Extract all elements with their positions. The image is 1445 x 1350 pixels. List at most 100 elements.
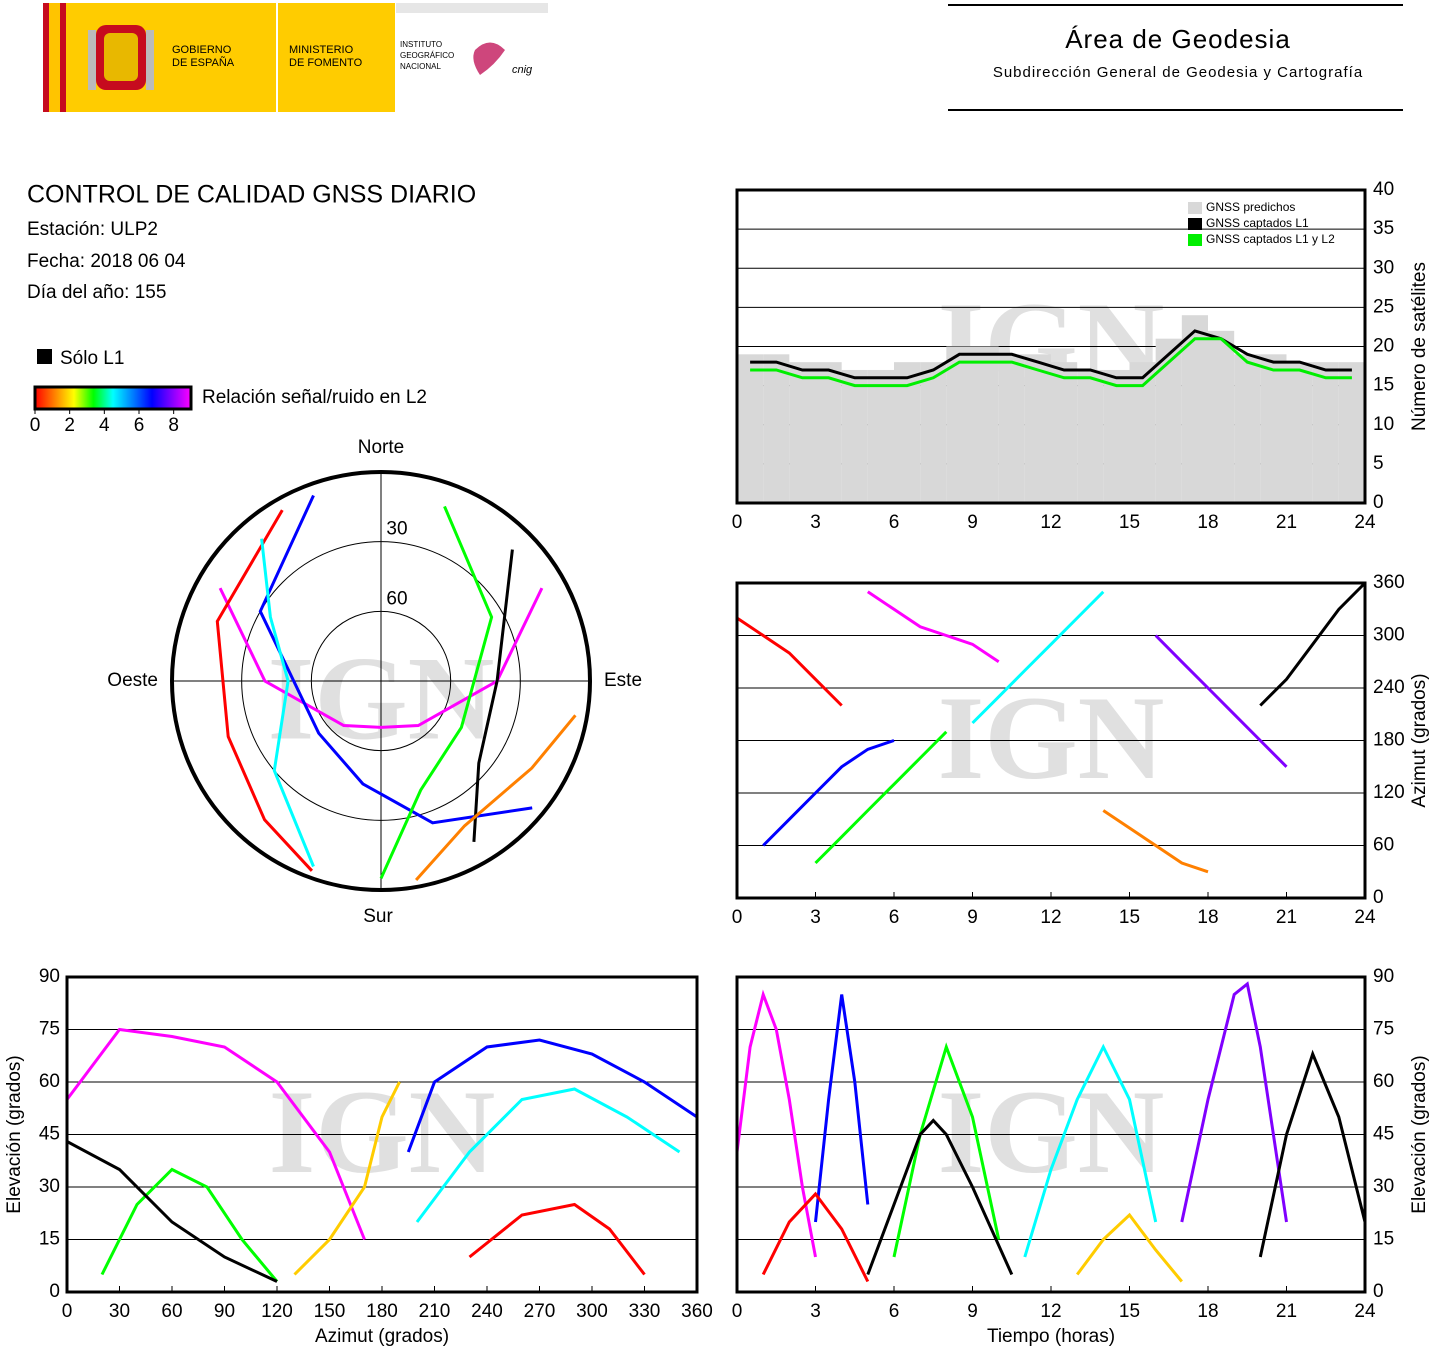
colorbar-tick-label: 2 bbox=[64, 415, 75, 436]
bar bbox=[1208, 330, 1235, 503]
solo-l1-label: Sólo L1 bbox=[60, 348, 124, 369]
x-tick-label: 6 bbox=[889, 1301, 900, 1322]
solo-l1-swatch bbox=[37, 349, 52, 364]
y-axis-label: Número de satélites bbox=[1409, 262, 1430, 431]
y-tick-label: 300 bbox=[1373, 625, 1405, 646]
track bbox=[750, 337, 1352, 388]
x-tick-label: 0 bbox=[732, 907, 743, 928]
bar bbox=[1129, 362, 1156, 503]
station: Estación: ULP2 bbox=[27, 219, 158, 240]
x-tick-label: 9 bbox=[967, 1301, 978, 1322]
cnig-text: cnig bbox=[512, 64, 533, 76]
bar bbox=[737, 354, 764, 503]
polar-frame bbox=[170, 470, 592, 892]
y-tick-label: 0 bbox=[1373, 887, 1384, 908]
x-tick-label: 3 bbox=[810, 1301, 821, 1322]
x-tick-label: 300 bbox=[576, 1301, 608, 1322]
track bbox=[472, 549, 514, 842]
x-tick-label: 240 bbox=[471, 1301, 503, 1322]
y-tick-label: 20 bbox=[1373, 336, 1394, 357]
x-tick-label: 90 bbox=[214, 1301, 235, 1322]
frame bbox=[65, 975, 699, 1294]
gobierno-text: GOBIERNO bbox=[172, 44, 232, 56]
bar bbox=[763, 354, 790, 503]
x-tick-label: 15 bbox=[1119, 907, 1140, 928]
x-axis-label: Azimut (grados) bbox=[315, 1326, 449, 1347]
track bbox=[414, 714, 577, 882]
track bbox=[66, 1140, 278, 1283]
bar bbox=[1234, 354, 1261, 503]
y-tick-label: 30 bbox=[1373, 257, 1394, 278]
bar bbox=[1024, 354, 1051, 503]
track bbox=[100, 1167, 279, 1283]
west-label: Oeste bbox=[107, 670, 158, 691]
x-tick-label: 21 bbox=[1276, 907, 1297, 928]
y-tick-label: 120 bbox=[1373, 782, 1405, 803]
bar bbox=[815, 362, 842, 503]
flag-stripe bbox=[49, 3, 60, 112]
y-tick-label: 240 bbox=[1373, 677, 1405, 698]
instituto-text: INSTITUTO bbox=[400, 40, 442, 49]
x-tick-label: 18 bbox=[1197, 1301, 1218, 1322]
ministerio-text: MINISTERIO bbox=[289, 44, 354, 56]
gobierno-text: DE ESPAÑA bbox=[172, 56, 235, 69]
ministerio-box bbox=[278, 3, 395, 112]
y-tick-label: 45 bbox=[39, 1124, 60, 1145]
track bbox=[761, 1191, 870, 1283]
track bbox=[814, 994, 870, 1223]
y-tick-label: 35 bbox=[1373, 218, 1394, 239]
y-tick-label: 30 bbox=[1373, 1176, 1394, 1197]
y-tick-label: 0 bbox=[49, 1281, 60, 1302]
frame bbox=[735, 581, 1367, 900]
area-title: Área de Geodesia bbox=[1065, 24, 1291, 54]
x-tick-label: 9 bbox=[967, 512, 978, 533]
x-axis-label: Tiempo (horas) bbox=[987, 1326, 1115, 1347]
y-axis-label: Elevación (grados) bbox=[1409, 1055, 1430, 1213]
x-tick-label: 210 bbox=[419, 1301, 451, 1322]
y-tick-label: 180 bbox=[1373, 730, 1405, 751]
y-tick-label: 75 bbox=[39, 1019, 60, 1040]
track bbox=[1102, 809, 1209, 874]
track bbox=[892, 1042, 1001, 1258]
x-tick-label: 6 bbox=[889, 907, 900, 928]
x-tick-label: 24 bbox=[1354, 512, 1376, 533]
track bbox=[1075, 1212, 1183, 1283]
track bbox=[762, 739, 895, 847]
x-tick-label: 30 bbox=[109, 1301, 130, 1322]
y-tick-label: 25 bbox=[1373, 296, 1394, 317]
y-tick-label: 5 bbox=[1373, 453, 1384, 474]
x-tick-label: 18 bbox=[1197, 907, 1218, 928]
track bbox=[379, 505, 494, 880]
colorbar-label: Relación señal/ruido en L2 bbox=[202, 387, 427, 408]
x-tick-label: 15 bbox=[1119, 512, 1140, 533]
y-tick-label: 10 bbox=[1373, 414, 1394, 435]
frame bbox=[735, 975, 1367, 1294]
watermark: IGN bbox=[938, 1065, 1165, 1198]
ign-bar bbox=[396, 3, 548, 13]
y-tick-label: 45 bbox=[1373, 1124, 1394, 1145]
bar bbox=[1103, 369, 1130, 503]
track bbox=[415, 1087, 681, 1223]
track bbox=[750, 329, 1352, 380]
x-tick-label: 60 bbox=[161, 1301, 182, 1322]
y-tick-label: 15 bbox=[1373, 1229, 1394, 1250]
south-label: Sur bbox=[363, 906, 393, 927]
ring-label: 30 bbox=[386, 519, 407, 540]
grid-ring bbox=[310, 610, 452, 752]
x-tick-label: 3 bbox=[810, 907, 821, 928]
bar bbox=[1338, 362, 1365, 503]
y-axis-label: Elevación (grados) bbox=[4, 1055, 25, 1213]
x-tick-label: 0 bbox=[732, 512, 743, 533]
bar bbox=[789, 362, 816, 503]
y-tick-label: 75 bbox=[1373, 1019, 1394, 1040]
track bbox=[1258, 1049, 1367, 1258]
track bbox=[736, 616, 843, 707]
bar bbox=[920, 362, 947, 503]
track bbox=[1154, 634, 1288, 768]
report-title: CONTROL DE CALIDAD GNSS DIARIO bbox=[27, 181, 476, 209]
x-tick-label: 24 bbox=[1354, 1301, 1376, 1322]
bar bbox=[1312, 362, 1339, 503]
legend-swatch bbox=[1188, 234, 1202, 246]
y-tick-label: 40 bbox=[1373, 179, 1394, 200]
